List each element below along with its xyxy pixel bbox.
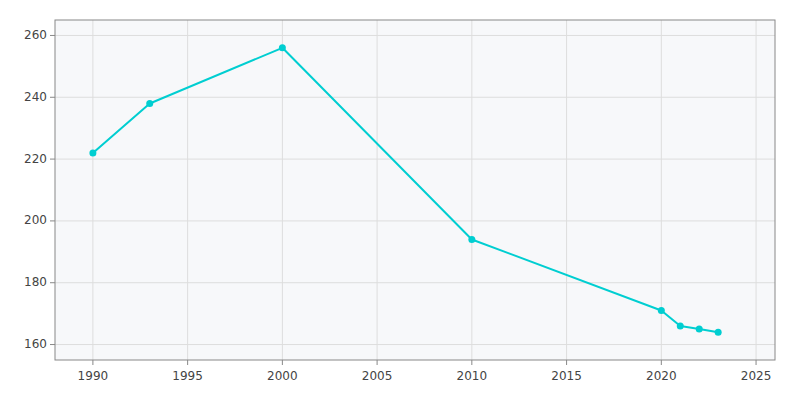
- data-point: [279, 44, 286, 51]
- data-point: [658, 307, 665, 314]
- y-tick-label: 220: [24, 152, 47, 166]
- x-tick-label: 2025: [741, 369, 772, 383]
- x-tick: [756, 360, 757, 365]
- x-tick-label: 2000: [267, 369, 298, 383]
- grid: [55, 20, 775, 360]
- data-point: [89, 149, 96, 156]
- y-grid-line: [55, 159, 775, 160]
- data-line: [93, 48, 718, 332]
- x-tick: [661, 360, 662, 365]
- data-point: [696, 326, 703, 333]
- x-tick-label: 2005: [362, 369, 393, 383]
- x-tick: [187, 360, 188, 365]
- y-tick: [50, 344, 55, 345]
- plot-frame: [55, 20, 775, 360]
- y-tick: [50, 35, 55, 36]
- data-point: [715, 329, 722, 336]
- x-tick-label: 1995: [172, 369, 203, 383]
- plot-background: [55, 20, 775, 360]
- x-tick: [471, 360, 472, 365]
- y-grid-line: [55, 35, 775, 36]
- y-tick: [50, 159, 55, 160]
- y-grid-line: [55, 344, 775, 345]
- x-tick: [92, 360, 93, 365]
- data-point: [677, 323, 684, 330]
- x-tick: [282, 360, 283, 365]
- x-grid-line: [92, 20, 93, 360]
- x-grid-line: [282, 20, 283, 360]
- data-point: [146, 100, 153, 107]
- y-tick-label: 160: [24, 337, 47, 351]
- x-grid-line: [471, 20, 472, 360]
- y-grid-line: [55, 220, 775, 221]
- y-tick: [50, 282, 55, 283]
- y-tick-label: 240: [24, 90, 47, 104]
- chart-svg: 160 180 200 220 240 260 1990 1995 2000 2005 2010 20…: [0, 0, 800, 400]
- x-tick-label: 2020: [646, 369, 677, 383]
- x-tick: [566, 360, 567, 365]
- x-grid-line: [566, 20, 567, 360]
- y-tick-label: 180: [24, 275, 47, 289]
- y-grid-line: [55, 282, 775, 283]
- y-tick: [50, 97, 55, 98]
- x-grid-line: [756, 20, 757, 360]
- x-tick-label: 2015: [551, 369, 582, 383]
- axes: 160 180 200 220 240 260 1990 1995 2000 2005 2010 20…: [24, 28, 771, 383]
- y-tick-label: 200: [24, 213, 47, 227]
- x-grid-line: [187, 20, 188, 360]
- y-tick-label: 260: [24, 28, 47, 42]
- x-grid-line: [377, 20, 378, 360]
- y-tick: [50, 220, 55, 221]
- chart-container: 160 180 200 220 240 260 1990 1995 2000 2005 2010 20…: [0, 0, 800, 400]
- x-tick-label: 2010: [457, 369, 488, 383]
- data-point: [468, 236, 475, 243]
- x-tick-label: 1990: [78, 369, 109, 383]
- data-layer: [89, 44, 721, 335]
- x-tick: [377, 360, 378, 365]
